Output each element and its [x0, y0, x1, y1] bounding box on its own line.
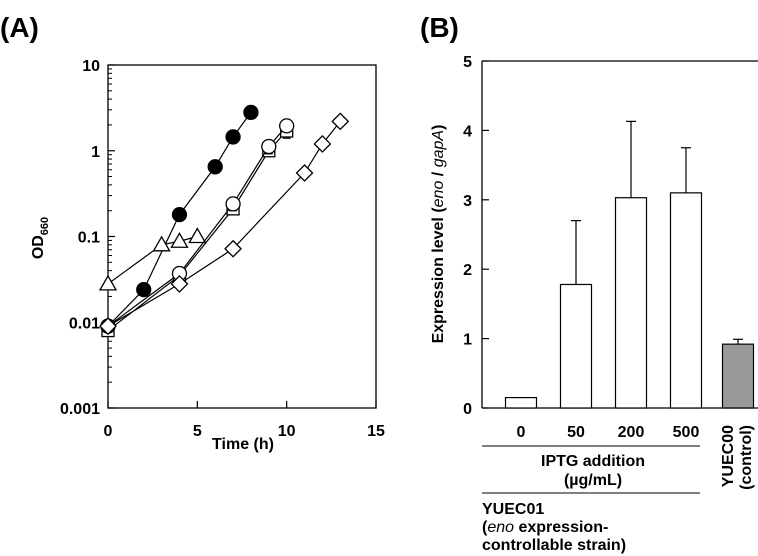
- data-point-open-diamond: [313, 135, 332, 153]
- control-label-line-1: YUEC00: [720, 425, 737, 487]
- bar: [559, 283, 593, 409]
- data-point-filled-circle: [136, 281, 152, 298]
- data-point-filled-circle: [243, 104, 259, 121]
- y-tick-label: 0: [463, 401, 472, 418]
- y-tick-label: 0.001: [60, 401, 100, 418]
- y-tick-label: 2: [463, 262, 472, 279]
- svg-text:Expression level (eno / gapA): Expression level (eno / gapA): [430, 125, 447, 344]
- y-tick-label: 1: [463, 332, 472, 349]
- panel-b-y-ticks: 0 1 2 3 4 5: [463, 54, 489, 418]
- series-line-open-triangle: [107, 235, 198, 285]
- iptg-label-line-1: IPTG addition: [541, 453, 645, 470]
- bar: [721, 343, 755, 409]
- x-tick-label: 5: [193, 423, 202, 440]
- strain-label-title: YUEC01: [482, 501, 544, 518]
- x-tick-label: 10: [278, 423, 296, 440]
- data-point-open-diamond: [331, 112, 350, 131]
- strain-label-line-3: controllable strain): [482, 537, 626, 554]
- category-label: 500: [673, 424, 700, 441]
- data-point-open-circle: [279, 118, 295, 134]
- x-tick-label: 0: [104, 423, 113, 440]
- y-tick-label: 1: [91, 144, 100, 161]
- y-tick-label: 0.01: [69, 315, 100, 332]
- data-point-open-diamond: [170, 274, 189, 293]
- category-label: 0: [517, 424, 526, 441]
- panel-b-bars: [504, 120, 755, 409]
- panel-a-y-axis-title: OD660: [30, 217, 51, 259]
- panel-a-chart: 0.001 0.01 0.1 1 10 0 5 10 15 Time (h) OD660: [30, 58, 385, 453]
- strain-label-expression: expression-: [514, 519, 608, 536]
- panel-b-label: (B): [420, 12, 459, 43]
- y-tick-label: 0.1: [78, 230, 100, 247]
- panel-a-series: [98, 104, 350, 338]
- y-tick-label: 4: [463, 123, 472, 140]
- y-tick-label: 3: [463, 193, 472, 210]
- y-tick-label: 5: [463, 54, 472, 71]
- bar: [669, 192, 703, 409]
- panel-b-y-title-part-2: /: [430, 167, 447, 180]
- y-tick-label: 10: [82, 58, 100, 75]
- data-point-open-triangle: [152, 235, 171, 252]
- data-point-open-triangle: [98, 274, 118, 291]
- data-point-open-triangle: [188, 227, 207, 244]
- svg-text:OD660: OD660: [30, 217, 51, 259]
- control-label-line-2: (control): [738, 425, 755, 490]
- panel-b-y-title-gene-gapa: gapA: [430, 130, 447, 167]
- series-line-open-circle: [107, 125, 288, 327]
- panel-a-plot-frame: [107, 64, 377, 409]
- x-tick-label: 15: [367, 423, 385, 440]
- panel-b-y-title-gene-eno: eno: [430, 181, 447, 208]
- data-point-open-diamond: [99, 317, 117, 336]
- panel-a-x-axis-title: Time (h): [212, 436, 274, 453]
- control-label: YUEC00 (control): [720, 425, 755, 490]
- data-point-open-diamond: [295, 164, 314, 182]
- category-label: 50: [567, 424, 585, 441]
- data-point-filled-circle: [225, 129, 241, 145]
- panel-b-category-labels: 0 50 200 500: [517, 424, 700, 441]
- panel-a-label: (A): [0, 12, 39, 43]
- data-point-filled-circle: [171, 206, 188, 223]
- strain-label-paren: (: [482, 519, 488, 536]
- data-point-open-triangle: [170, 231, 189, 248]
- data-point-filled-circle: [207, 159, 223, 175]
- bar: [614, 197, 648, 409]
- data-point-open-diamond: [224, 239, 242, 258]
- bar: [504, 396, 538, 409]
- iptg-label-line-2: (µg/mL): [564, 472, 622, 489]
- data-point-open-circle: [225, 196, 241, 212]
- panel-a-y-axis-title-main: OD: [30, 235, 47, 259]
- strain-label-gene-eno: eno: [487, 519, 514, 536]
- panel-b-y-title-part-3: ): [430, 125, 447, 130]
- panel-a-y-axis-title-subscript: 660: [39, 217, 51, 235]
- panel-a-y-ticks: 0.001 0.01 0.1 1 10: [60, 58, 115, 418]
- strain-label-line-2: (eno expression-: [482, 519, 608, 536]
- data-point-open-circle: [261, 138, 277, 155]
- category-label: 200: [618, 424, 645, 441]
- panel-b-y-axis-title: Expression level (eno / gapA): [430, 125, 447, 344]
- panel-b-y-title-part-1: Expression level (: [430, 207, 447, 344]
- panel-a-x-ticks: 0 5 10 15: [104, 401, 385, 440]
